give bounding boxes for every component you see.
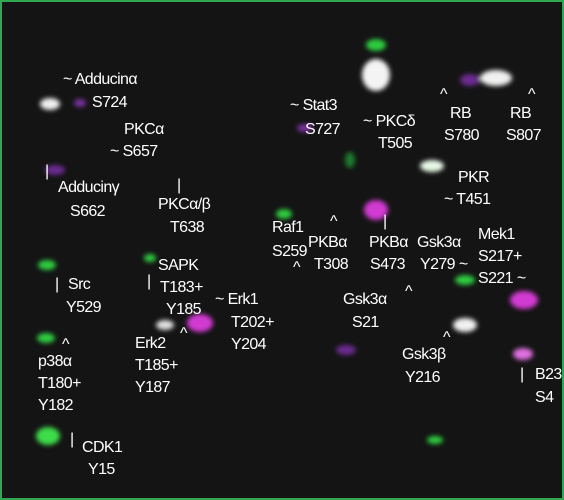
- protein-label: Adducinγ: [58, 179, 120, 196]
- protein-label: Y216: [405, 369, 441, 386]
- protein-label: RB: [510, 105, 531, 122]
- protein-label: Src: [68, 276, 91, 293]
- protein-label: |: [70, 431, 74, 448]
- protein-label: Y185: [166, 301, 202, 318]
- protein-label: ^: [293, 259, 301, 276]
- protein-label: ~ Stat3: [290, 97, 338, 114]
- protein-label: S259: [272, 243, 308, 260]
- protein-label: ^: [405, 283, 413, 300]
- protein-label: S780: [444, 127, 480, 144]
- protein-label: S727: [305, 121, 341, 138]
- protein-label: ~ T451: [444, 191, 491, 208]
- protein-label: PKCα: [124, 121, 164, 138]
- protein-label: T308: [314, 256, 349, 273]
- protein-label: p38α: [38, 353, 72, 370]
- protein-label: T180+: [38, 375, 81, 392]
- protein-label: Y204: [231, 336, 267, 353]
- protein-label: Raf1: [272, 219, 304, 236]
- protein-label: RB: [450, 105, 471, 122]
- protein-label: SAPK: [158, 257, 199, 274]
- protein-label: Y182: [38, 397, 74, 414]
- protein-label: ^: [528, 86, 536, 103]
- protein-label: PKR: [458, 169, 489, 186]
- protein-label: Y279 ~: [420, 256, 468, 273]
- protein-label: Y15: [88, 461, 115, 478]
- protein-label: T185+: [135, 357, 178, 374]
- protein-label: |: [45, 163, 49, 180]
- protein-label: ^: [180, 325, 188, 342]
- protein-label: ~ Adducinα: [63, 71, 137, 88]
- protein-label: CDK1: [82, 439, 123, 456]
- protein-label: |: [55, 276, 59, 293]
- protein-label: |: [177, 177, 181, 194]
- protein-label: |: [383, 213, 387, 230]
- protein-label: T183+: [160, 279, 203, 296]
- protein-label: Gsk3β: [402, 346, 446, 363]
- protein-label: S21: [352, 314, 379, 331]
- protein-label: Gsk3α: [343, 291, 387, 308]
- protein-label: PKBα: [369, 234, 408, 251]
- protein-label: ~ S657: [110, 143, 158, 160]
- protein-label: ~ Erk1: [215, 291, 259, 308]
- protein-label: ^: [330, 213, 338, 230]
- protein-label: ~ PKCδ: [363, 113, 416, 130]
- protein-label: T505: [378, 135, 413, 152]
- protein-label: S724: [92, 94, 128, 111]
- protein-label: S473: [370, 256, 406, 273]
- protein-label: ^: [440, 86, 448, 103]
- protein-label: |: [520, 366, 524, 383]
- protein-label: S662: [70, 203, 106, 220]
- protein-label: PKBα: [308, 234, 347, 251]
- protein-label: ^: [62, 336, 70, 353]
- protein-label: Erk2: [135, 335, 166, 352]
- protein-label: S221 ~: [478, 270, 526, 287]
- gel-figure: ~ Adducinα S724 PKCα ~ S657 | Adducinγ S662 | PK…: [0, 0, 564, 500]
- protein-label: S4: [535, 389, 554, 406]
- protein-label: |: [147, 273, 151, 290]
- protein-label: Y187: [135, 379, 171, 396]
- protein-label: S807: [506, 127, 542, 144]
- protein-label: T202+: [231, 314, 274, 331]
- protein-label: PKCα/β: [158, 196, 211, 213]
- protein-label: Gsk3α: [417, 234, 461, 251]
- protein-label: T638: [170, 219, 205, 236]
- protein-label: ^: [443, 329, 451, 346]
- protein-label: Mek1: [478, 226, 515, 243]
- protein-label: B23: [535, 366, 562, 383]
- protein-label: Y529: [66, 299, 102, 316]
- protein-label: S217+: [478, 248, 522, 265]
